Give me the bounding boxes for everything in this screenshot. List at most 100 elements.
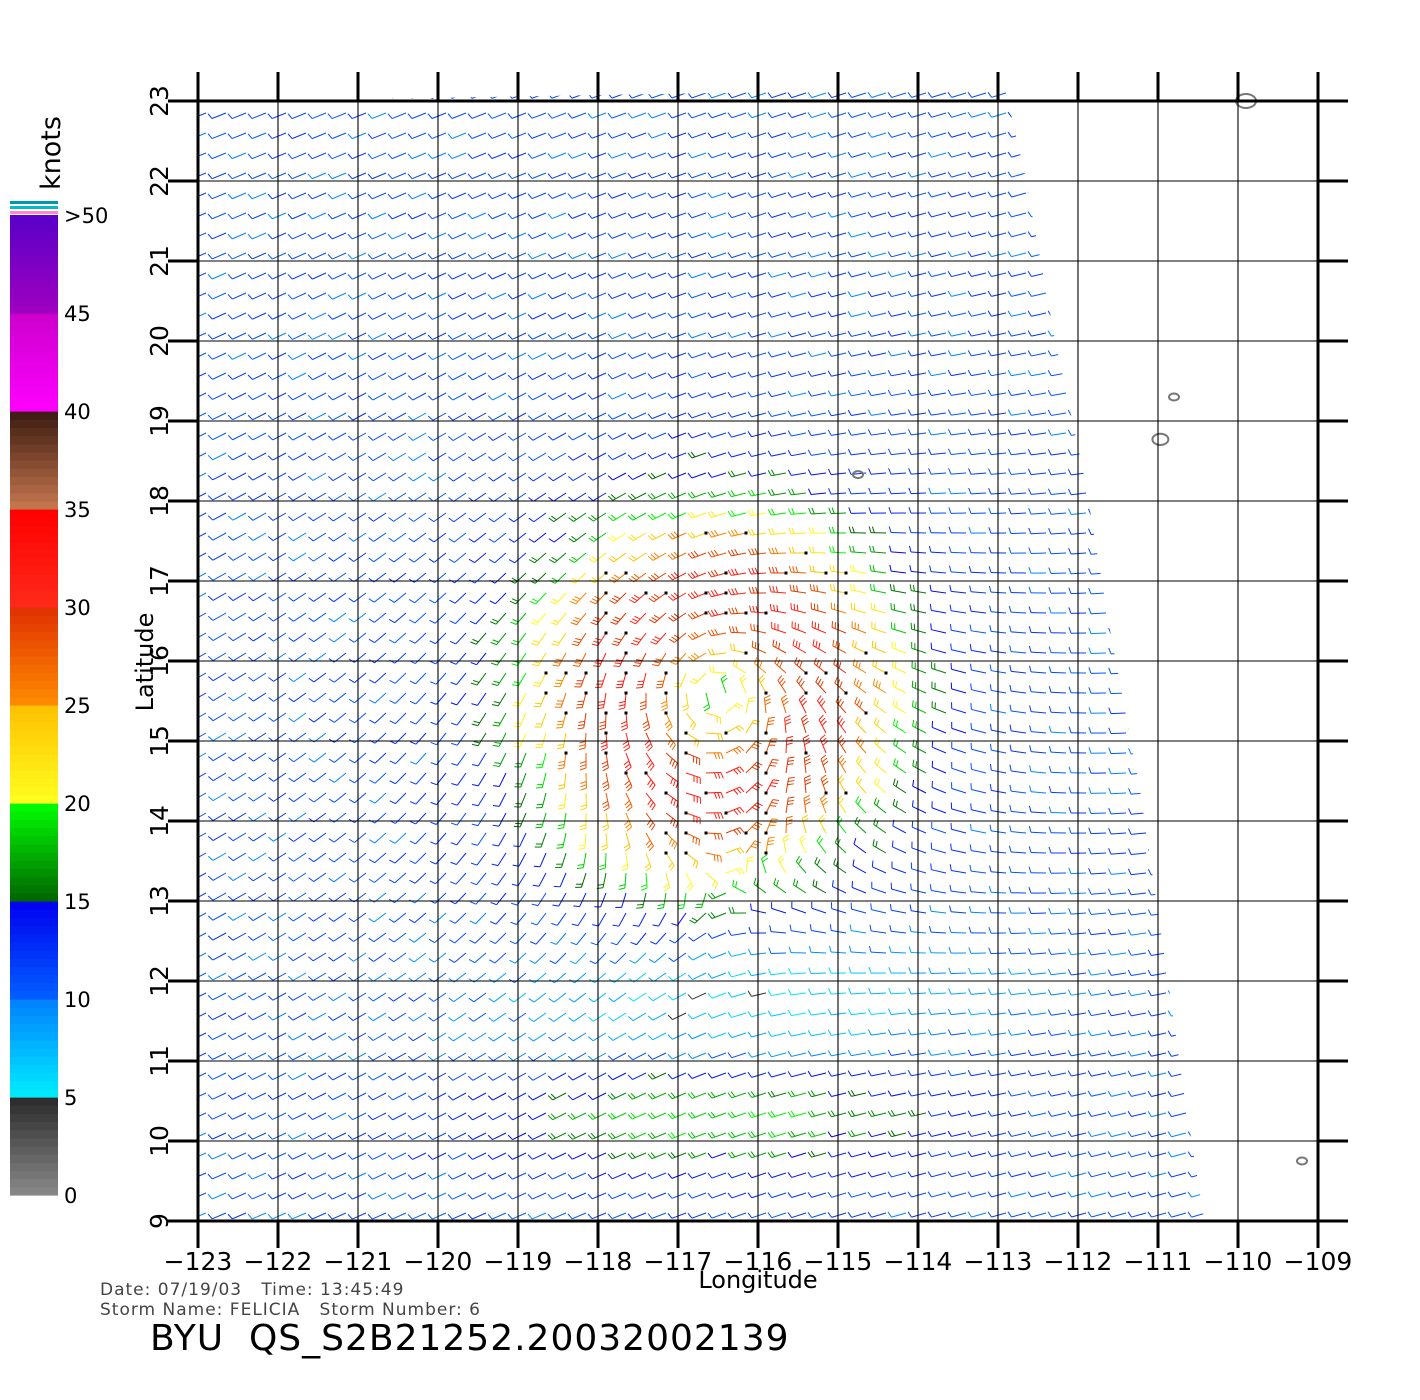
wind-barb <box>649 932 667 945</box>
wind-barb <box>1248 331 1266 336</box>
wind-barb <box>1167 131 1187 138</box>
wind-barb <box>287 972 307 981</box>
wind-barb <box>1027 171 1047 178</box>
wind-barb <box>1208 750 1226 756</box>
wind-barb <box>1208 991 1226 996</box>
wind-barb <box>447 1132 467 1141</box>
wind-barb <box>869 924 887 934</box>
wind-barb <box>348 492 367 502</box>
wind-barb <box>931 781 947 794</box>
wind-barb <box>687 412 707 419</box>
wind-barb <box>1047 1049 1067 1057</box>
colorbar-segment <box>10 852 58 861</box>
wind-barb <box>267 1012 287 1021</box>
wind-barb <box>987 1211 1007 1218</box>
wind-barb <box>1187 609 1205 616</box>
wind-barb <box>758 674 768 695</box>
wind-barb <box>647 232 667 239</box>
wind-barb <box>567 1112 587 1121</box>
wind-barb <box>228 732 247 742</box>
colorbar-segment <box>10 215 58 224</box>
wind-barb <box>507 1132 527 1141</box>
wind-barb <box>647 432 667 440</box>
wind-barb <box>328 932 347 942</box>
wind-barb <box>579 752 587 771</box>
wind-barb <box>247 1172 267 1180</box>
wind-barb <box>747 232 767 239</box>
wind-barb <box>1048 826 1067 834</box>
wind-barb <box>747 969 767 977</box>
wind-barb <box>745 802 763 814</box>
wind-barb <box>247 992 267 1001</box>
wind-barb <box>907 389 927 396</box>
wind-barb <box>547 452 567 461</box>
wind-barb <box>1167 708 1187 716</box>
wind-barb <box>652 912 667 927</box>
wind-barb <box>1087 91 1107 98</box>
wind-barb <box>827 1131 847 1138</box>
wind-barb <box>1268 730 1286 736</box>
wind-barb <box>207 952 227 961</box>
wind-barb <box>507 132 527 139</box>
wind-barb <box>1127 390 1147 397</box>
wind-barb <box>1228 232 1246 237</box>
wind-barb <box>705 771 724 779</box>
colorbar-segment <box>10 705 58 714</box>
y-tick-label: 22 <box>145 165 174 197</box>
wind-barb <box>327 192 347 200</box>
wind-barb <box>1007 350 1027 357</box>
wind-barb <box>307 1052 327 1061</box>
wind-barb <box>1087 1130 1107 1138</box>
wind-barb <box>1047 251 1067 258</box>
wind-barb <box>969 624 987 634</box>
wind-barb <box>1268 371 1286 376</box>
wind-barb <box>970 722 987 734</box>
wind-barb <box>368 872 387 883</box>
wind-barb <box>1248 1112 1266 1117</box>
wind-barb <box>785 796 795 814</box>
wind-barb <box>627 1132 647 1140</box>
wind-barb <box>248 832 267 842</box>
wind-barb <box>931 760 947 774</box>
wind-barb <box>247 972 267 981</box>
wind-barb <box>1167 1111 1187 1118</box>
wind-barb <box>429 912 447 924</box>
wind-barb <box>967 1191 987 1198</box>
wind-barb <box>428 1012 447 1022</box>
wind-barb <box>874 757 887 774</box>
wind-barb <box>308 592 327 602</box>
wind-barb <box>607 432 627 440</box>
wind-barb <box>448 552 467 563</box>
wind-barb <box>1187 869 1205 876</box>
colorbar-segment <box>10 272 58 281</box>
wind-barb <box>687 1072 707 1079</box>
wind-barb <box>599 852 607 871</box>
wind-barb <box>707 152 727 159</box>
wind-barb <box>1028 866 1047 874</box>
wind-barb <box>511 892 527 906</box>
wind-barb <box>228 772 247 782</box>
wind-barb <box>227 1072 247 1080</box>
wind-barb <box>989 664 1007 674</box>
wind-barb <box>627 232 647 239</box>
wind-barb <box>1248 931 1266 936</box>
wind-barb <box>1167 628 1187 636</box>
wind-barb <box>667 252 687 259</box>
wind-barb <box>547 172 567 179</box>
wind-barb <box>747 990 767 997</box>
wind-barb <box>1007 131 1027 138</box>
wind-barb <box>907 1049 927 1056</box>
wind-barb <box>1187 470 1205 477</box>
wind-barb <box>627 272 647 279</box>
wind-barb <box>547 1112 567 1121</box>
wind-barb <box>527 452 547 462</box>
wind-barb <box>388 492 407 502</box>
wind-barb <box>929 584 947 594</box>
wind-barb <box>707 432 727 439</box>
wind-barb <box>267 972 287 981</box>
wind-barb <box>787 172 807 178</box>
wind-barb <box>587 1092 607 1101</box>
wind-barb <box>1107 1131 1127 1138</box>
wind-barb <box>1088 627 1107 635</box>
wind-barb <box>327 1112 347 1121</box>
